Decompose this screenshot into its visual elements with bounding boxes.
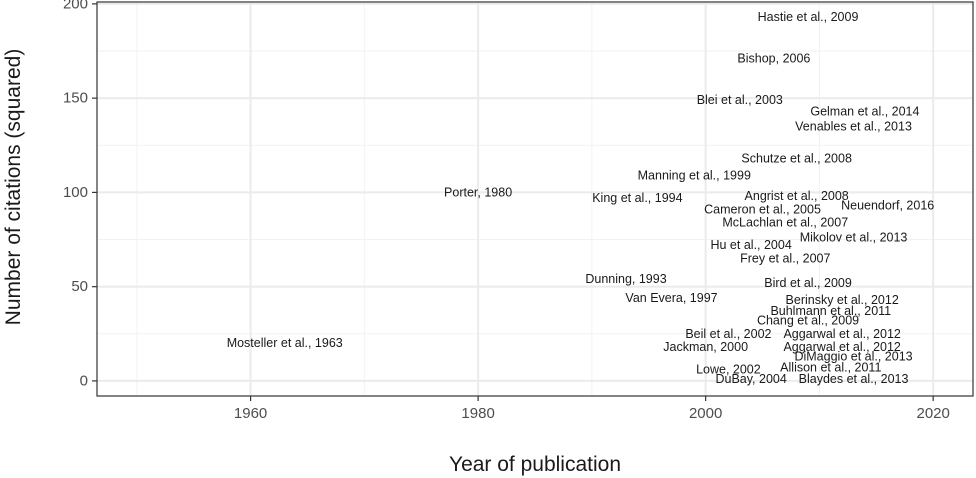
- point-label: Cameron et al., 2005: [704, 202, 821, 216]
- y-tick-label: 50: [71, 278, 88, 295]
- point-label: Frey et al., 2007: [740, 251, 830, 265]
- point-label: Aggarwal et al., 2012: [783, 327, 900, 341]
- x-tick-label: 1960: [234, 405, 267, 422]
- point-label: Porter, 1980: [444, 185, 512, 199]
- panel-background: [97, 2, 973, 396]
- panel-border: [96, 1, 974, 397]
- point-label: Mosteller et al., 1963: [227, 336, 343, 350]
- x-axis: 1960 1980 2000 2020: [234, 396, 950, 422]
- point-label: Berinsky et al., 2012: [786, 293, 899, 307]
- point-label: Angrist et al., 2008: [745, 189, 849, 203]
- y-axis-title: Number of citations (squared): [2, 49, 25, 326]
- y-axis: 0 50 100 150 200: [63, 0, 97, 389]
- point-label: Lowe, 2002: [696, 363, 761, 377]
- point-label: DuBay, 2004: [715, 372, 786, 386]
- point-label: Beil et al., 2002: [685, 327, 771, 341]
- point-label: Blei et al., 2003: [697, 93, 783, 107]
- point-label: McLachlan et al., 2007: [722, 216, 848, 230]
- point-label: Manning et al., 1999: [638, 168, 751, 182]
- y-tick-label: 150: [63, 90, 88, 107]
- y-tick-label: 100: [63, 184, 88, 201]
- x-tick-label: 1980: [461, 405, 494, 422]
- point-label: Chang et al., 2009: [757, 314, 859, 328]
- point-label: Schutze et al., 2008: [741, 151, 852, 165]
- point-labels: Hastie et al., 2009 Bishop, 2006 Blei et a…: [227, 10, 935, 386]
- point-label: Hastie et al., 2009: [758, 10, 859, 24]
- x-tick-label: 2020: [916, 405, 949, 422]
- point-label: Dunning, 1993: [585, 272, 666, 286]
- minor-gridlines: [97, 2, 973, 396]
- point-label: Aggarwal et al., 2012: [783, 340, 900, 354]
- point-label: King et al., 1994: [592, 191, 682, 205]
- point-label: Hu et al., 2004: [710, 238, 791, 252]
- y-tick-label: 0: [80, 372, 88, 389]
- point-label: Buhlmann et al., 2011: [770, 304, 891, 318]
- point-label: Venables et al., 2013: [795, 119, 912, 133]
- point-label: Gelman et al., 2014: [810, 104, 919, 118]
- point-label: Allison et al., 2011: [780, 361, 881, 375]
- point-label: Bishop, 2006: [737, 52, 810, 66]
- y-tick-label: 200: [63, 0, 88, 12]
- plot-panel: [97, 2, 973, 396]
- x-tick-label: 2000: [689, 405, 722, 422]
- point-label: Bird et al., 2009: [764, 276, 852, 290]
- point-label: DiMaggio et al., 2013: [794, 349, 912, 363]
- panel-outline: [96, 1, 974, 397]
- point-label: Mikolov et al., 2013: [800, 231, 908, 245]
- x-axis-title: Year of publication: [449, 453, 621, 476]
- major-gridlines: [97, 2, 973, 396]
- point-label: Jackman, 2000: [663, 340, 748, 354]
- point-label: Blaydes et al., 2013: [799, 372, 909, 386]
- point-label: Neuendorf, 2016: [841, 199, 934, 213]
- point-label: Van Evera, 1997: [625, 291, 717, 305]
